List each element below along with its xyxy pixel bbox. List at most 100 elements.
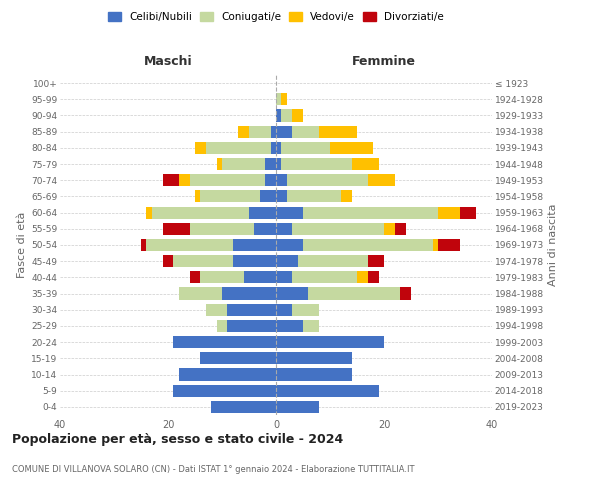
Bar xyxy=(287,190,341,202)
Bar xyxy=(244,272,276,283)
Bar xyxy=(163,222,190,235)
Y-axis label: Anni di nascita: Anni di nascita xyxy=(548,204,558,286)
Bar xyxy=(146,239,233,251)
Bar xyxy=(179,288,222,300)
Bar xyxy=(152,206,249,218)
Bar xyxy=(281,110,292,122)
Bar xyxy=(200,190,260,202)
Text: Popolazione per età, sesso e stato civile - 2024: Popolazione per età, sesso e stato civil… xyxy=(12,432,343,446)
Bar xyxy=(276,384,379,397)
Bar xyxy=(276,288,308,300)
Bar xyxy=(330,142,373,154)
Bar xyxy=(368,174,395,186)
Bar xyxy=(292,126,319,138)
Bar xyxy=(211,401,276,413)
Bar xyxy=(433,239,438,251)
Text: Maschi: Maschi xyxy=(143,55,193,68)
Bar xyxy=(200,352,276,364)
Bar xyxy=(233,239,276,251)
Bar xyxy=(276,352,352,364)
Bar xyxy=(190,272,200,283)
Bar xyxy=(276,304,292,316)
Bar xyxy=(298,255,368,268)
Y-axis label: Fasce di età: Fasce di età xyxy=(17,212,27,278)
Bar xyxy=(368,255,384,268)
Bar xyxy=(146,206,152,218)
Bar xyxy=(260,190,276,202)
Bar xyxy=(292,222,384,235)
Bar xyxy=(460,206,476,218)
Bar xyxy=(222,158,265,170)
Bar xyxy=(217,158,222,170)
Bar xyxy=(217,320,227,332)
Bar xyxy=(222,288,276,300)
Bar xyxy=(276,126,292,138)
Bar xyxy=(281,158,352,170)
Bar xyxy=(195,190,200,202)
Bar xyxy=(276,158,281,170)
Bar xyxy=(249,206,276,218)
Bar xyxy=(281,142,330,154)
Bar xyxy=(276,222,292,235)
Bar xyxy=(163,255,173,268)
Bar xyxy=(357,272,368,283)
Bar xyxy=(400,288,411,300)
Bar xyxy=(303,206,438,218)
Bar xyxy=(276,320,303,332)
Bar xyxy=(276,272,292,283)
Bar xyxy=(276,206,303,218)
Bar xyxy=(227,304,276,316)
Bar xyxy=(276,190,287,202)
Bar xyxy=(271,142,276,154)
Bar xyxy=(303,239,433,251)
Bar xyxy=(276,110,281,122)
Bar xyxy=(206,304,227,316)
Bar xyxy=(384,222,395,235)
Bar xyxy=(195,142,206,154)
Bar xyxy=(249,126,271,138)
Bar xyxy=(276,142,281,154)
Bar xyxy=(395,222,406,235)
Bar xyxy=(179,368,276,380)
Bar xyxy=(287,174,368,186)
Bar xyxy=(276,336,384,348)
Bar xyxy=(368,272,379,283)
Bar xyxy=(341,190,352,202)
Bar xyxy=(265,174,276,186)
Text: COMUNE DI VILLANOVA SOLARO (CN) - Dati ISTAT 1° gennaio 2024 - Elaborazione TUTT: COMUNE DI VILLANOVA SOLARO (CN) - Dati I… xyxy=(12,466,415,474)
Bar xyxy=(308,288,400,300)
Bar xyxy=(238,126,249,138)
Bar xyxy=(292,272,357,283)
Bar xyxy=(271,126,276,138)
Bar xyxy=(276,368,352,380)
Bar xyxy=(179,174,190,186)
Bar xyxy=(352,158,379,170)
Bar xyxy=(227,320,276,332)
Bar xyxy=(141,239,146,251)
Bar xyxy=(276,255,298,268)
Bar xyxy=(438,206,460,218)
Bar xyxy=(173,336,276,348)
Bar xyxy=(254,222,276,235)
Bar xyxy=(200,272,244,283)
Bar xyxy=(292,110,303,122)
Text: Femmine: Femmine xyxy=(352,55,416,68)
Bar xyxy=(438,239,460,251)
Bar xyxy=(233,255,276,268)
Bar xyxy=(276,93,281,106)
Legend: Celibi/Nubili, Coniugati/e, Vedovi/e, Divorziati/e: Celibi/Nubili, Coniugati/e, Vedovi/e, Di… xyxy=(104,8,448,26)
Bar xyxy=(276,239,303,251)
Bar xyxy=(276,174,287,186)
Bar xyxy=(190,174,265,186)
Bar xyxy=(173,384,276,397)
Bar xyxy=(276,401,319,413)
Bar xyxy=(265,158,276,170)
Bar xyxy=(190,222,254,235)
Bar xyxy=(173,255,233,268)
Bar xyxy=(303,320,319,332)
Bar xyxy=(292,304,319,316)
Bar xyxy=(319,126,357,138)
Bar xyxy=(163,174,179,186)
Bar xyxy=(281,93,287,106)
Bar xyxy=(206,142,271,154)
